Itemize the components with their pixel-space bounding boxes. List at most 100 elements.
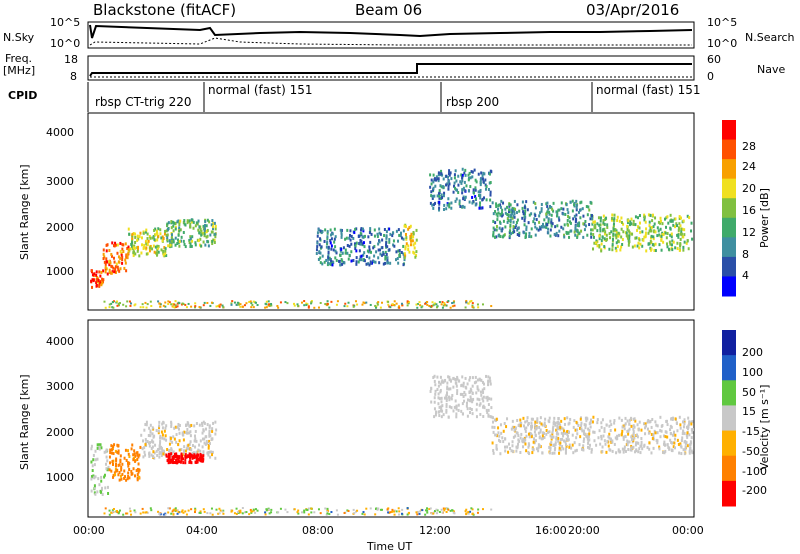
power-cell [362, 241, 365, 245]
velocity-cell [171, 440, 174, 444]
velocity-cell [487, 380, 490, 384]
power-cell [530, 227, 533, 231]
power-cell [479, 178, 482, 182]
power-cell [442, 185, 445, 189]
velocity-cell [491, 425, 494, 429]
power-cell [619, 248, 622, 252]
power-cell [230, 302, 233, 305]
power-cell [576, 222, 579, 226]
velocity-cell [608, 424, 611, 428]
velocity-cell [504, 449, 507, 453]
velocity-cell [541, 423, 544, 427]
velocity-cell [429, 389, 432, 393]
power-cell [363, 259, 366, 263]
velocity-cell [656, 424, 659, 428]
power-cell [136, 238, 139, 242]
power-cell [157, 245, 160, 249]
velocity-cell [542, 431, 545, 435]
power-cell [357, 234, 360, 238]
power-cell [341, 262, 344, 266]
power-cell [556, 224, 559, 228]
velocity-ytick: 1000 [46, 471, 74, 484]
velocity-cell [164, 513, 167, 516]
velocity-cell [206, 441, 209, 445]
power-cell [596, 222, 599, 226]
power-cell [644, 220, 647, 224]
power-colorbar-step [722, 276, 736, 297]
power-cell [435, 175, 438, 179]
velocity-cell [170, 422, 173, 426]
velocity-cell [149, 430, 152, 434]
velocity-cell [483, 387, 486, 391]
power-cell [421, 305, 424, 308]
velocity-cell [640, 428, 643, 432]
power-cell [523, 231, 526, 235]
power-cell [205, 230, 208, 234]
power-cell [451, 305, 454, 308]
velocity-cell [435, 508, 438, 511]
velocity-cell [586, 445, 589, 449]
velocity-ytick: 2000 [46, 426, 74, 439]
power-cell [384, 250, 387, 254]
velocity-cell [146, 511, 149, 514]
velocity-cell [207, 453, 210, 457]
velocity-cell [201, 455, 204, 459]
power-cell [393, 300, 396, 303]
power-cell [506, 205, 509, 209]
velocity-cell [452, 511, 455, 514]
velocity-colorbar-step [722, 330, 736, 356]
power-cell [114, 241, 117, 245]
power-cell [310, 300, 313, 303]
velocity-cell [624, 449, 627, 453]
power-cell [654, 249, 657, 253]
power-cell [643, 235, 646, 239]
power-cell [172, 229, 175, 233]
velocity-cell [564, 440, 567, 444]
velocity-cell [172, 509, 175, 512]
velocity-cell [127, 452, 130, 456]
power-cell [363, 245, 366, 249]
velocity-cell [488, 397, 491, 401]
power-cell [455, 197, 458, 201]
velocity-cell [254, 508, 257, 511]
velocity-cell [605, 423, 608, 427]
velocity-cell [466, 382, 469, 386]
velocity-cell [446, 385, 449, 389]
power-cell [406, 304, 409, 307]
power-cell [509, 203, 512, 207]
velocity-cell [157, 448, 160, 452]
power-cell [665, 216, 668, 220]
velocity-cell [562, 432, 565, 436]
power-cell [163, 246, 166, 250]
power-cell [574, 220, 577, 224]
power-cell [168, 301, 171, 304]
power-cell [462, 197, 465, 201]
velocity-cell [127, 471, 130, 475]
velocity-cell [632, 424, 635, 428]
velocity-cell [171, 510, 174, 513]
velocity-cell [589, 418, 592, 422]
power-cell [429, 173, 432, 177]
velocity-cell [209, 450, 212, 454]
power-cell [156, 248, 159, 252]
power-cell [638, 214, 641, 218]
power-cell [469, 176, 472, 180]
power-cell [492, 212, 495, 216]
velocity-cell [666, 435, 669, 439]
velocity-cell [518, 423, 521, 427]
velocity-cell [204, 442, 207, 446]
velocity-cell [377, 507, 380, 510]
velocity-cell [563, 429, 566, 433]
velocity-cell [158, 446, 161, 450]
velocity-cell [111, 510, 114, 513]
velocity-cell [440, 396, 443, 400]
power-cell [402, 244, 405, 248]
power-cell [509, 229, 512, 233]
velocity-cell [492, 416, 495, 420]
power-cell [142, 231, 145, 235]
velocity-cell [624, 434, 627, 438]
power-cell [377, 301, 380, 304]
power-cell [129, 304, 132, 307]
power-cell [358, 258, 361, 262]
power-cell [125, 253, 128, 257]
